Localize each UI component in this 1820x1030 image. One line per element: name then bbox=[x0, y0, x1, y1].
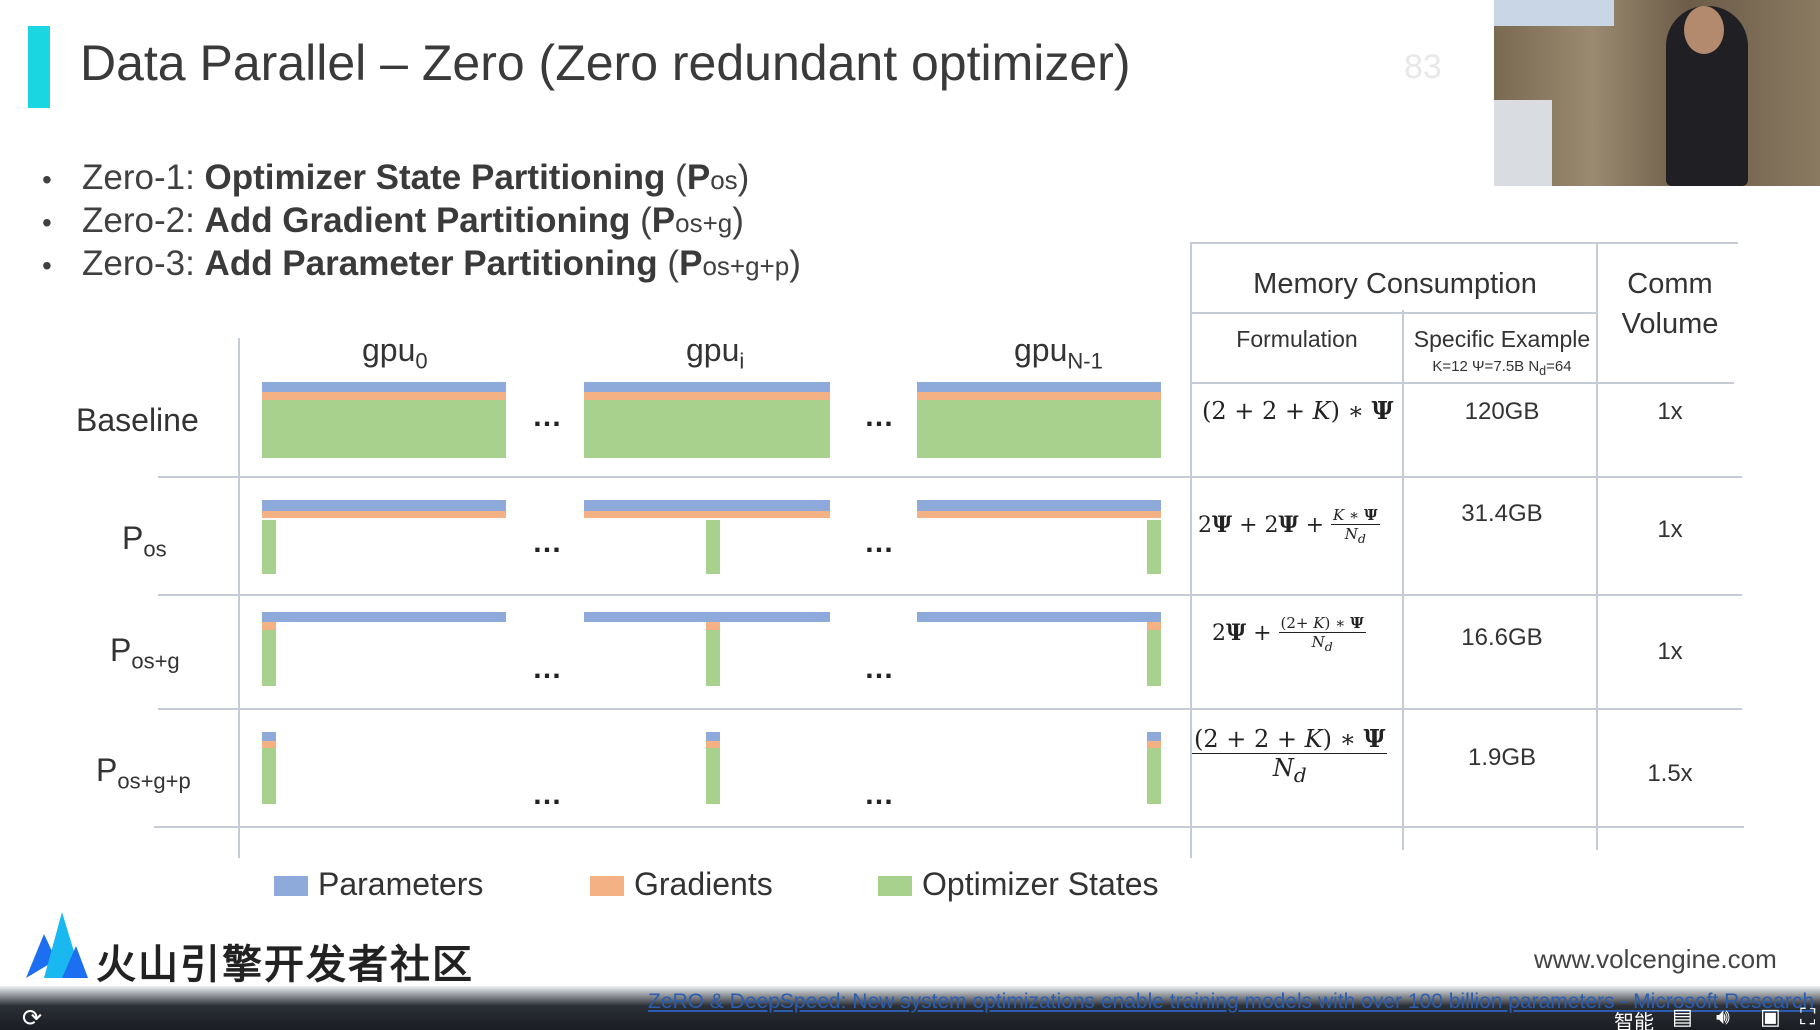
smart-mode-button[interactable]: 智能 bbox=[1614, 1012, 1654, 1030]
table-subheader-divider bbox=[1190, 382, 1734, 384]
example-pos: 31.4GB bbox=[1461, 500, 1543, 527]
speaker-webcam bbox=[1494, 0, 1820, 186]
comm-baseline: 1x bbox=[1657, 398, 1683, 425]
col-example-params: K=12 Ψ=7.5B Nd=64 bbox=[1432, 358, 1572, 378]
page-number: 83 bbox=[1404, 48, 1442, 86]
example-posg: 16.6GB bbox=[1461, 624, 1543, 651]
ellipsis: … bbox=[532, 400, 564, 433]
table-divider bbox=[1596, 244, 1598, 850]
col-specific-example: Specific Example bbox=[1413, 326, 1591, 352]
ellipsis: … bbox=[532, 526, 564, 559]
posg-gpu-n-1-parameters bbox=[917, 612, 1161, 622]
bullet-zero-1: • Zero-1: Optimizer State Partitioning (P… bbox=[42, 158, 750, 197]
table-divider bbox=[1190, 244, 1192, 858]
legend-gradients-swatch bbox=[590, 876, 624, 896]
reload-icon[interactable]: ⟳ bbox=[22, 1005, 43, 1030]
volcengine-logo-icon bbox=[26, 912, 88, 978]
posgp-gpu-n-1-shard bbox=[1147, 732, 1161, 804]
header-comm-line1: Comm bbox=[1627, 268, 1713, 300]
header-memory-consumption: Memory Consumption bbox=[1253, 268, 1537, 300]
row-divider bbox=[158, 708, 1742, 710]
formula-posg: 2Ψ + (2+ K) ∗ Ψ Nd bbox=[1212, 614, 1366, 654]
ellipsis: … bbox=[864, 652, 896, 685]
row-divider bbox=[154, 826, 1744, 828]
player-control-bar bbox=[0, 986, 1820, 1030]
posgp-gpu-0-shard bbox=[262, 732, 276, 804]
volume-icon[interactable]: 🔊︎ bbox=[1716, 1004, 1730, 1029]
table-header-divider bbox=[1190, 312, 1596, 314]
diagram-divider-vertical bbox=[238, 338, 240, 858]
row-label-pos-g: Pos+g bbox=[110, 632, 180, 674]
picture-in-picture-icon[interactable]: ▣ bbox=[1760, 1004, 1781, 1029]
community-logo-text: 火山引擎开发者社区 bbox=[96, 943, 474, 987]
gpu-i-header: gpui bbox=[686, 332, 745, 374]
legend-parameters-swatch bbox=[274, 876, 308, 896]
col-formulation: Formulation bbox=[1236, 326, 1358, 352]
ellipsis: … bbox=[864, 526, 896, 559]
pos-gpu-0-shared bbox=[262, 500, 506, 520]
slide-title: Data Parallel – Zero (Zero redundant opt… bbox=[80, 35, 1131, 91]
posg-gpu-0-parameters bbox=[262, 612, 506, 622]
baseline-gpu-i-memory bbox=[584, 382, 830, 458]
comm-pos: 1x bbox=[1657, 516, 1683, 543]
legend-optimizer-swatch bbox=[878, 876, 912, 896]
header-comm-line2: Volume bbox=[1621, 308, 1719, 340]
pos-gpu-0-optimizer-shard bbox=[262, 520, 276, 574]
row-label-pos-g-p: Pos+g+p bbox=[96, 752, 191, 794]
example-posgp: 1.9GB bbox=[1467, 744, 1537, 771]
related-link[interactable]: ZeRO & DeepSpeed: New system optimizatio… bbox=[648, 990, 1815, 1013]
pos-gpu-i-optimizer-shard bbox=[706, 520, 720, 574]
baseline-gpu-0-memory bbox=[262, 382, 506, 458]
table-divider bbox=[1402, 310, 1404, 850]
baseline-gpu-n-1-memory bbox=[917, 382, 1161, 458]
pos-gpu-i-shared bbox=[584, 500, 830, 520]
bullet-zero-2: • Zero-2: Add Gradient Partitioning (Pos+… bbox=[42, 201, 744, 240]
ellipsis: … bbox=[532, 778, 564, 811]
pos-gpu-n-1-optimizer-shard bbox=[1147, 520, 1161, 574]
row-divider bbox=[158, 476, 1742, 478]
comm-posgp: 1.5x bbox=[1647, 760, 1693, 787]
ellipsis: … bbox=[864, 778, 896, 811]
gpu-0-header: gpu0 bbox=[362, 332, 428, 374]
row-divider bbox=[158, 594, 1742, 596]
posg-gpu-n-1-shard bbox=[1147, 622, 1161, 686]
fullscreen-icon[interactable]: ⛶ bbox=[1800, 1004, 1816, 1029]
formula-posgp: (2 + 2 + K) ∗ Ψ Nd bbox=[1192, 724, 1388, 787]
posg-gpu-i-shard bbox=[706, 622, 720, 686]
website-url: www.volcengine.com bbox=[1534, 944, 1777, 974]
formula-pos: 2Ψ + 2Ψ + K ∗ Ψ Nd bbox=[1198, 506, 1380, 546]
legend-gradients-label: Gradients bbox=[634, 866, 773, 902]
ellipsis: … bbox=[864, 400, 896, 433]
gpu-n-1-header: gpuN-1 bbox=[1014, 332, 1103, 374]
formula-baseline: (2 + 2 + K) ∗ Ψ bbox=[1202, 396, 1394, 425]
legend-parameters-label: Parameters bbox=[318, 866, 484, 902]
comm-posg: 1x bbox=[1657, 638, 1683, 665]
posg-gpu-i-parameters bbox=[584, 612, 830, 622]
title-accent-bar bbox=[28, 26, 50, 108]
row-label-pos: Pos bbox=[122, 520, 167, 562]
posg-gpu-0-shard bbox=[262, 622, 276, 686]
legend-optimizer-label: Optimizer States bbox=[922, 866, 1159, 902]
bullet-zero-3: • Zero-3: Add Parameter Partitioning (Pos… bbox=[42, 244, 801, 283]
pos-gpu-n-1-shared bbox=[917, 500, 1161, 520]
ellipsis: … bbox=[532, 652, 564, 685]
example-baseline: 120GB bbox=[1464, 398, 1540, 425]
row-label-baseline: Baseline bbox=[76, 402, 199, 438]
table-top-border bbox=[1190, 242, 1738, 244]
subtitle-icon[interactable]: ▤ bbox=[1672, 1004, 1693, 1029]
posgp-gpu-i-shard bbox=[706, 732, 720, 804]
